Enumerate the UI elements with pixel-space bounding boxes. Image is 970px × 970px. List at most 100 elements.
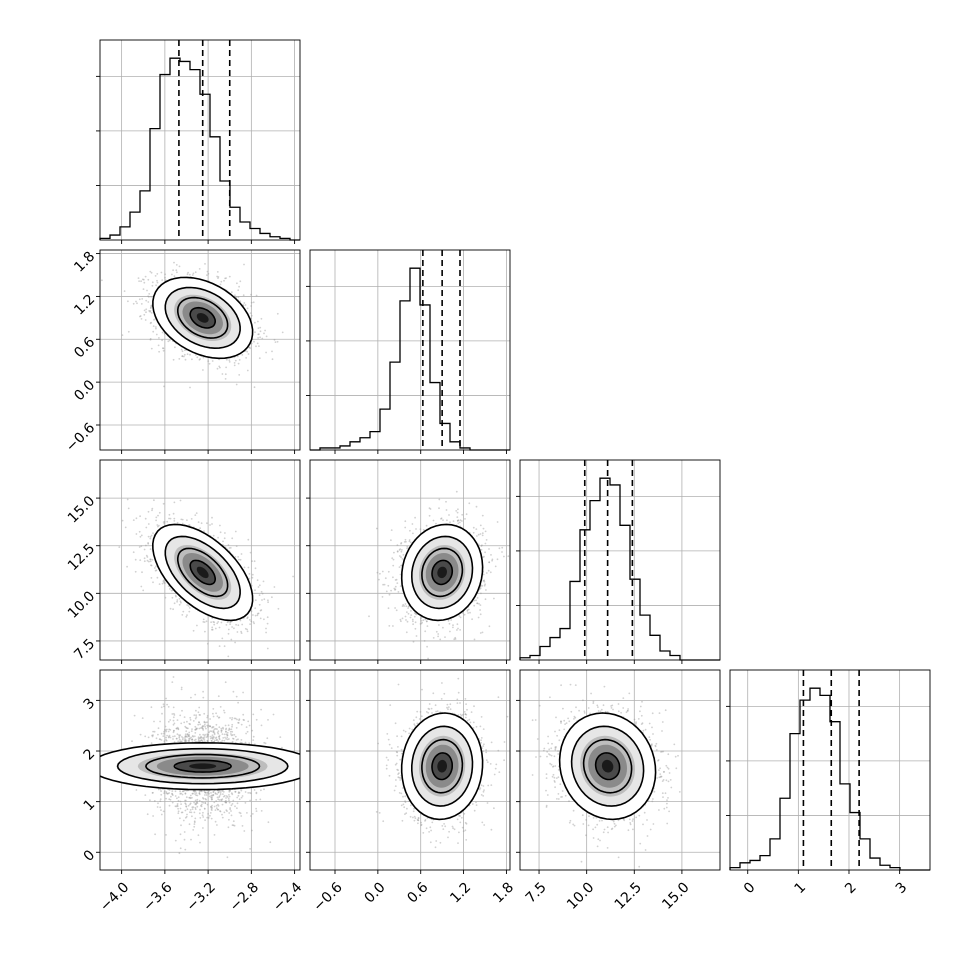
sample-point (212, 621, 215, 623)
sample-point (258, 357, 261, 360)
sample-point (149, 270, 152, 273)
sample-point (143, 548, 146, 551)
sample-point (132, 302, 135, 305)
sample-point (390, 589, 392, 592)
sample-point (258, 603, 261, 606)
sample-point (134, 558, 137, 561)
sample-point (164, 596, 167, 599)
sample-point (121, 334, 124, 336)
sample-point (421, 621, 423, 624)
sample-point (459, 629, 461, 631)
sample-point (254, 589, 256, 592)
sample-point (411, 618, 414, 621)
sample-point (258, 333, 260, 335)
sample-point (437, 633, 440, 635)
contour-0 (189, 306, 216, 329)
sample-point (229, 623, 232, 626)
sample-point (246, 630, 249, 633)
sample-point (432, 637, 435, 639)
sample-point (172, 512, 175, 515)
sample-point (482, 579, 485, 582)
sample-point (153, 567, 156, 569)
sample-point (188, 607, 191, 609)
sample-point (139, 315, 142, 317)
sample-point (250, 293, 252, 296)
sample-point (237, 624, 240, 627)
sample-point (199, 527, 202, 530)
sample-point (152, 330, 155, 333)
sample-point (223, 279, 225, 282)
sample-point (254, 614, 257, 617)
sample-point (147, 542, 150, 544)
sample-point (258, 584, 261, 587)
sample-point (217, 621, 220, 623)
sample-point (412, 623, 414, 626)
sample-point (157, 344, 160, 347)
sample-point (169, 517, 172, 520)
sample-point (150, 564, 153, 567)
sample-point (273, 586, 276, 588)
sample-point (124, 526, 127, 529)
sample-point (229, 547, 232, 549)
sample-point (424, 630, 427, 633)
sample-point (420, 617, 422, 620)
sample-point (166, 520, 169, 523)
sample-point (151, 558, 154, 561)
sample-point (252, 621, 255, 623)
sample-point (233, 627, 235, 630)
sample-point (151, 507, 154, 510)
sample-point (484, 583, 486, 586)
sample-point (476, 602, 478, 605)
sample-point (164, 276, 166, 279)
sample-point (249, 551, 252, 554)
hist-panel-3 (726, 669, 931, 874)
sample-point (163, 581, 166, 584)
contour-2 (164, 535, 241, 610)
sample-point (456, 519, 459, 522)
sample-point (439, 638, 442, 641)
sample-point (399, 585, 402, 587)
sample-point (503, 555, 505, 558)
sample-point (479, 604, 482, 606)
sample-point (227, 628, 230, 631)
sample-point (162, 579, 165, 582)
sample-point (394, 607, 396, 609)
sample-point (409, 616, 412, 619)
sample-point (265, 627, 267, 630)
sample-point (281, 331, 284, 334)
sample-point (238, 374, 241, 376)
sample-point (181, 614, 184, 616)
sample-point (170, 589, 173, 592)
sample-point (218, 626, 221, 629)
sample-point (163, 385, 165, 388)
sample-point (225, 277, 228, 279)
sample-point (292, 575, 294, 578)
sample-point (158, 511, 161, 514)
sample-point (162, 521, 165, 523)
sample-point (452, 624, 454, 627)
sample-point (140, 545, 143, 548)
sample-point (238, 285, 241, 288)
sample-point (477, 533, 480, 536)
sample-point (257, 320, 259, 323)
sample-point (459, 519, 462, 522)
sample-point (147, 295, 150, 298)
sample-point (205, 620, 208, 623)
sample-point (155, 519, 158, 522)
sample-point (210, 621, 213, 624)
sample-point (236, 355, 239, 358)
sample-point (148, 560, 150, 563)
sample-point (143, 313, 146, 316)
sample-point (213, 621, 216, 624)
sample-point (246, 369, 249, 372)
sample-point (155, 326, 157, 328)
sample-point (150, 306, 152, 309)
panel-2-1 (306, 459, 511, 664)
density-level-5 (196, 313, 209, 323)
sample-point (398, 555, 401, 557)
sample-point (204, 263, 206, 265)
sample-point (415, 528, 417, 530)
sample-point (175, 269, 178, 272)
sample-point (180, 348, 183, 351)
sample-point (473, 599, 476, 602)
